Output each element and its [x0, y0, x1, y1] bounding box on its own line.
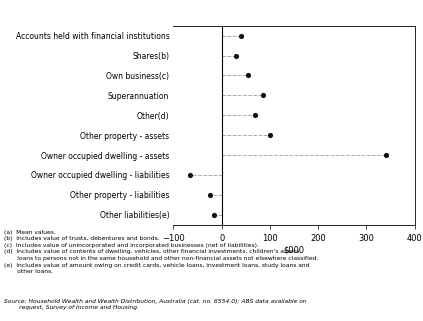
Point: [206, 192, 213, 197]
Text: (a)  Mean values.
(b)  Includes value of trusts, debentures and bonds.
(c)  Incl: (a) Mean values. (b) Includes value of t…: [4, 230, 319, 274]
Point: [187, 172, 194, 178]
Point: [211, 212, 218, 217]
Point: [382, 152, 389, 158]
Point: [245, 73, 252, 78]
Point: [252, 113, 259, 118]
Point: [238, 33, 244, 38]
Text: Source: Household Wealth and Wealth Distribution, Australia (cat. no. 6554.0); A: Source: Household Wealth and Wealth Dist…: [4, 299, 307, 310]
Point: [233, 53, 239, 58]
Point: [266, 133, 273, 138]
X-axis label: $000: $000: [283, 246, 305, 255]
Point: [259, 93, 266, 98]
